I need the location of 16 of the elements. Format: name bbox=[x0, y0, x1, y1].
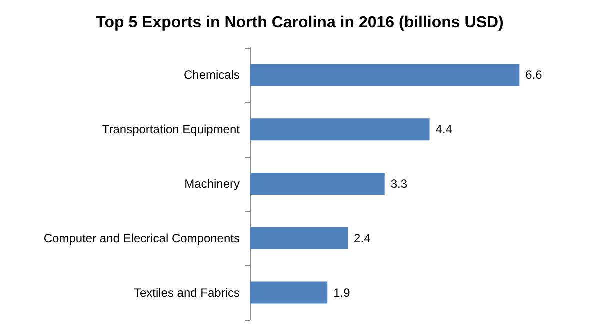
y-tick-label: Chemicals bbox=[184, 68, 240, 82]
bar bbox=[250, 118, 430, 141]
bar bbox=[250, 227, 348, 250]
y-tick-label: Textiles and Fabrics bbox=[134, 286, 240, 300]
chart-title: Top 5 Exports in North Carolina in 2016 (billions USD) bbox=[96, 14, 504, 32]
data-label: 1.9 bbox=[334, 286, 351, 300]
y-tick-label: Computer and Elecrical Components bbox=[44, 231, 240, 246]
data-label: 2.4 bbox=[354, 231, 372, 246]
bar bbox=[250, 64, 520, 86]
data-label: 6.6 bbox=[526, 68, 543, 82]
data-label: 3.3 bbox=[390, 177, 408, 191]
bar bbox=[250, 282, 328, 304]
bar bbox=[250, 173, 385, 195]
y-tick-label: Transportation Equipment bbox=[102, 122, 241, 137]
y-tick-label: Machinery bbox=[184, 177, 240, 191]
data-label: 4.4 bbox=[436, 122, 453, 137]
